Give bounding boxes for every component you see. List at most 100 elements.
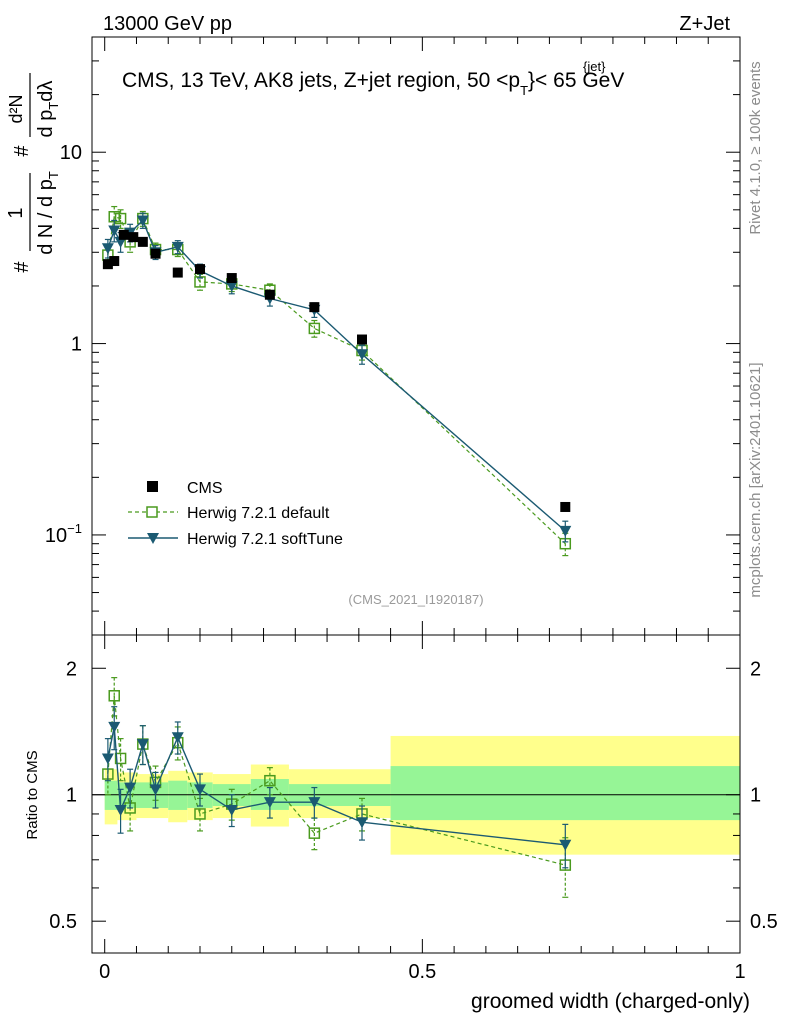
ylabel-frac2-den: d pTdλ — [35, 81, 61, 138]
legend-label-softtune: Herwig 7.2.1 softTune — [187, 531, 343, 548]
main-ytick-label-base: 1 — [71, 334, 82, 356]
main-series-layer — [101, 205, 572, 557]
ratio-herwig-softtune-point — [136, 739, 149, 751]
ylabel-hash: # — [11, 261, 33, 273]
ylabel-frac2-den-text: d p — [35, 110, 57, 138]
ylabel-frac1-den: d N / d pT — [35, 171, 61, 255]
ratio-ytick-label-left: 1 — [66, 785, 77, 807]
ratio-panel: 0.5 0.51 12 2 0 0.5 1 Ratio to CMS groomed wi… — [24, 634, 778, 1013]
ylabel-frac2-den-tail: dλ — [35, 81, 57, 102]
main-herwig-softtune-point — [108, 225, 121, 237]
ratio-herwig-default-point — [194, 808, 206, 820]
chart-title-tail: }< 65 GeV — [528, 69, 624, 92]
ratio-y-axis-label: Ratio to CMS — [24, 750, 41, 839]
main-herwig-softtune-line — [107, 219, 566, 532]
main-y-axis-label: # 1 d N / d pT # d²N d pTdλ — [5, 73, 61, 273]
main-cms-point — [118, 229, 129, 240]
ratio-herwig-softtune-point — [108, 721, 121, 733]
ratio-band-inner — [390, 766, 740, 821]
process-label: Z+Jet — [679, 13, 730, 35]
main-herwig-softtune-point — [101, 243, 114, 255]
main-ytick-label: 1 — [71, 334, 82, 356]
chart-title: CMS, 13 TeV, AK8 jets, Z+jet region, 50 … — [122, 69, 624, 98]
main-ytick-label-exp: −1 — [67, 521, 82, 536]
legend-marker-cms — [147, 481, 158, 492]
chart-title-sub: T — [520, 83, 528, 98]
main-cms-point — [137, 236, 148, 247]
ratio-ytick-label-right: 0.5 — [750, 911, 778, 933]
main-ytick-label: 10 — [60, 142, 82, 164]
x-tick-label: 1 — [734, 961, 745, 983]
main-ytick-label-base: 10 — [60, 142, 82, 164]
main-cms-point — [226, 273, 237, 284]
main-herwig-default-point — [308, 322, 321, 335]
ylabel-frac2-den-sub: T — [46, 102, 61, 110]
ratio-ytick-label-right: 1 — [750, 785, 761, 807]
ratio-series-layer — [101, 677, 572, 898]
main-herwig-softtune-point — [136, 215, 149, 227]
main-herwig-default-point — [114, 212, 127, 225]
main-herwig-softtune-point — [559, 525, 572, 537]
rivet-version-label: Rivet 4.1.0, ≥ 100k events — [747, 61, 764, 234]
ratio-herwig-default-line — [107, 695, 566, 866]
chart-title-sup: {jet} — [583, 59, 606, 74]
main-cms-point — [172, 267, 183, 278]
main-cms-point — [264, 289, 275, 300]
legend-marker-default — [146, 506, 158, 518]
ratio-herwig-softtune-point — [356, 817, 368, 829]
ratio-herwig-softtune-point — [114, 804, 127, 816]
main-ytick-label: 10−1 — [45, 521, 82, 547]
legend-label-default: Herwig 7.2.1 default — [187, 505, 330, 522]
ratio-herwig-softtune-point — [101, 753, 114, 765]
ratio-ytick-label-left: 0.5 — [49, 911, 77, 933]
ratio-ytick-label-right: 2 — [750, 658, 761, 680]
x-tick-label: 0.5 — [408, 961, 436, 983]
ylabel-frac2-num: d²N — [6, 94, 26, 123]
energy-label: 13000 GeV pp — [103, 13, 232, 35]
ratio-herwig-default-point — [264, 774, 276, 787]
ratio-panel-frame — [91, 634, 741, 954]
main-cms-point — [109, 256, 120, 267]
ratio-herwig-softtune-point — [225, 804, 238, 816]
main-cms-point — [102, 259, 113, 270]
main-cms-point — [357, 334, 367, 345]
ratio-herwig-default-point — [114, 752, 127, 765]
legend-marker-softtune — [147, 533, 159, 544]
main-cms-point — [195, 264, 205, 275]
main-axis-ticks — [92, 36, 741, 636]
ratio-herwig-softtune-point — [308, 797, 321, 809]
main-cms-point — [309, 302, 320, 313]
ratio-herwig-softtune-point — [194, 784, 206, 796]
ratio-herwig-softtune-point — [171, 732, 184, 744]
ratio-herwig-softtune-point — [124, 782, 137, 794]
ylabel-frac1-num: 1 — [5, 207, 27, 218]
main-herwig-softtune-point — [225, 280, 238, 292]
mcplots-credit-label: mcplots.cern.ch [arXiv:2401.10621] — [747, 362, 764, 597]
legend-label-cms: CMS — [187, 480, 223, 497]
ratio-ytick-label-left: 2 — [66, 658, 77, 680]
main-cms-point — [150, 248, 161, 259]
analysis-tag: (CMS_2021_I1920187) — [348, 592, 483, 607]
main-herwig-softtune-point — [356, 349, 368, 361]
ratio-herwig-default-point — [108, 690, 120, 702]
x-tick-label: 0 — [99, 961, 110, 983]
ylabel-frac1-den-sub: T — [46, 171, 61, 179]
chart-title-main: CMS, 13 TeV, AK8 jets, Z+jet region, 50 … — [122, 69, 520, 92]
x-axis-label: groomed width (charged-only) — [471, 990, 750, 1013]
ratio-axis-ticks — [92, 635, 741, 953]
ratio-herwig-softtune-point — [559, 839, 572, 851]
main-cms-point — [560, 501, 571, 512]
ratio-herwig-softtune-point — [263, 797, 276, 809]
main-cms-point — [128, 232, 139, 243]
x-tick-labels: 0 0.5 1 — [99, 961, 745, 983]
ratio-y-tick-labels: 0.5 0.5 1 1 2 2 — [49, 658, 778, 933]
main-ytick-label-base: 10 — [45, 525, 67, 547]
main-herwig-default-line — [107, 215, 566, 545]
ylabel-frac1-den-text: d N / d p — [35, 179, 57, 255]
main-herwig-softtune-point — [171, 241, 184, 253]
ratio-band-inner — [168, 780, 188, 810]
ylabel-hash-2: # — [11, 145, 33, 157]
